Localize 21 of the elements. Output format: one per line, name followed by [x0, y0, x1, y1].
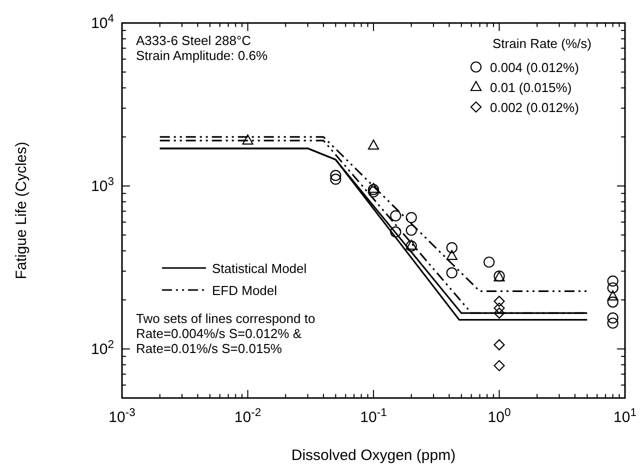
legend-label: EFD Model	[212, 283, 278, 298]
y-tick-label: 10$^{2}$	[91, 338, 114, 358]
annotation: A333-6 Steel 288°C	[136, 33, 252, 48]
annotation: Two sets of lines correspond to	[136, 311, 316, 326]
annotation: Rate=0.01%/s S=0.015%	[136, 341, 282, 356]
x-axis-title: Dissolved Oxygen (ppm)	[291, 447, 456, 464]
legend-label: 0.004 (0.012%)	[490, 60, 579, 75]
y-axis-title: Fatigue Life (Cycles)	[13, 142, 30, 280]
annotation: Rate=0.004%/s S=0.012% &	[136, 326, 302, 341]
legend-title: Strain Rate (%/s)	[492, 36, 592, 51]
legend-label: 0.002 (0.012%)	[490, 100, 579, 115]
x-tick-label: 10$^{-3}$	[108, 407, 136, 426]
legend-label: 0.01 (0.015%)	[490, 80, 572, 95]
y-tick-label: 10$^{3}$	[91, 176, 114, 195]
x-tick-label: 10$^{-1}$	[360, 407, 387, 426]
y-tick-label: 10$^{4}$	[91, 13, 114, 32]
x-tick-label: 10$^{-2}$	[234, 407, 262, 426]
x-tick-label: 10$^{1}$	[614, 407, 636, 426]
x-tick-label: 10$^{0}$	[488, 407, 511, 426]
legend-label: Statistical Model	[212, 261, 307, 276]
annotation: Strain Amplitude: 0.6%	[136, 48, 268, 63]
